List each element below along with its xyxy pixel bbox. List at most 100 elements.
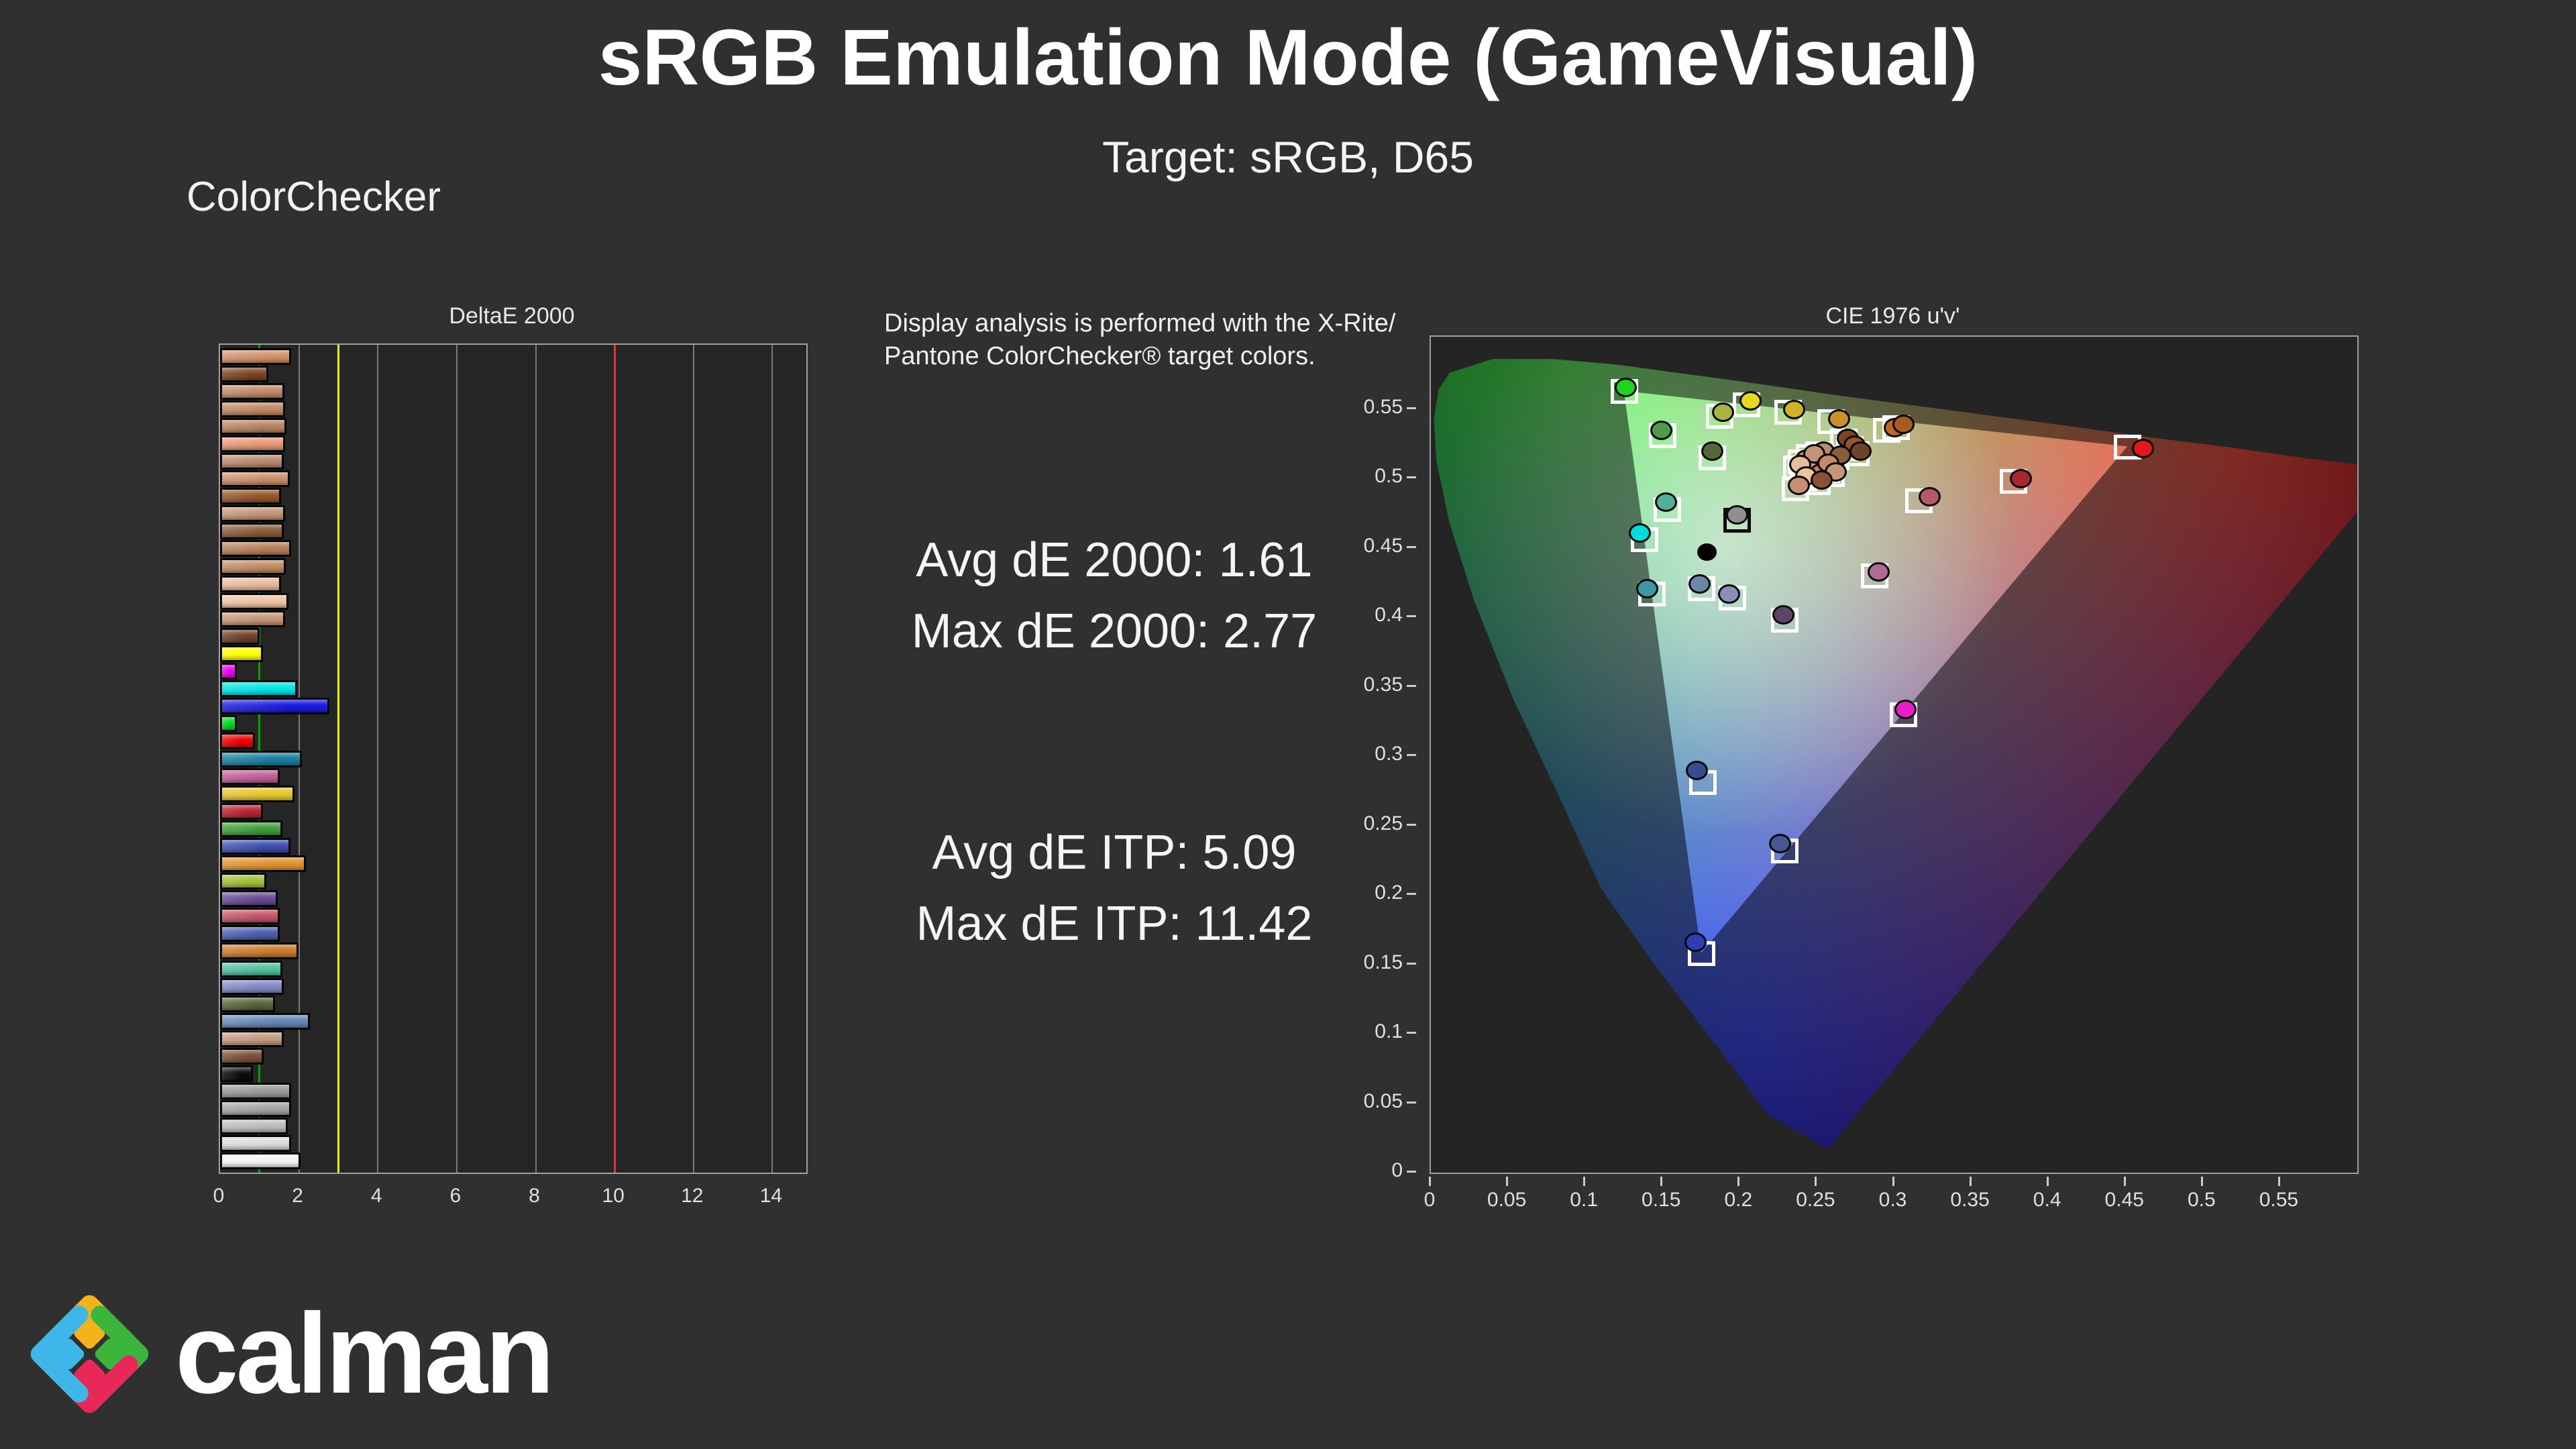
- de2000-bar: [220, 435, 286, 452]
- reference-line: [337, 345, 339, 1173]
- cie-measured-point: [1772, 604, 1794, 625]
- cie-y-tick-mark: [1407, 1032, 1416, 1034]
- de2000-bar: [220, 767, 280, 785]
- cie-y-tick-label: 0.3: [1375, 743, 1403, 765]
- de2000-bar: [220, 557, 286, 575]
- info-note-line2: Pantone ColorChecker® target colors.: [884, 342, 1316, 370]
- cie-y-tick-mark: [1407, 962, 1416, 965]
- cie-y-tick-label: 0.1: [1375, 1020, 1403, 1043]
- cie-measured-point: [1628, 523, 1651, 543]
- bar-x-tick-label: 2: [292, 1185, 303, 1207]
- cie-measured-point: [1712, 402, 1734, 422]
- cie-y-tick-label: 0.55: [1363, 395, 1403, 418]
- de2000-bar: [220, 698, 329, 715]
- cie-measured-point: [1894, 699, 1917, 719]
- cie-measured-point: [1701, 441, 1723, 461]
- cie-x-tick-mark: [2200, 1177, 2203, 1186]
- metric-avg-de2000: Avg dE 2000: 1.61: [916, 533, 1313, 587]
- cie-x-tick-mark: [1969, 1177, 1972, 1186]
- cie-chart-x-axis: 0 0.05 0.1 0.15 0.2 0.25 0.3 0.35 0.4 0.45 0.5 0.55: [1424, 1177, 2356, 1213]
- cie-x-tick-mark: [2277, 1177, 2280, 1186]
- de2000-bar: [220, 1118, 288, 1135]
- cie-x-tick-mark: [1583, 1177, 1586, 1186]
- cie-x-tick-label: 0.4: [2033, 1189, 2061, 1211]
- section-label: ColorChecker: [186, 174, 441, 220]
- cie-measured-point: [1718, 584, 1741, 604]
- cie-measured-point: [1892, 415, 1915, 435]
- cie-y-tick-mark: [1407, 823, 1416, 826]
- cie-measured-point: [1827, 409, 1850, 429]
- grid-line: [535, 345, 537, 1173]
- cie-y-tick-mark: [1407, 1101, 1416, 1104]
- calman-logo: calman: [24, 1287, 555, 1421]
- cie-measured-point: [1811, 470, 1833, 490]
- de2000-bar: [220, 592, 288, 610]
- cie-x-tick-label: 0.3: [1878, 1189, 1907, 1211]
- metrics-de2000: Avg dE 2000: 1.61 Max dE 2000: 2.77: [843, 525, 1386, 667]
- bar-chart-title: DeltaE 2000: [449, 303, 575, 329]
- cie-measured-point: [1615, 377, 1637, 397]
- cie-x-tick-label: 0.15: [1642, 1189, 1681, 1211]
- cie-chart-plot: [1430, 335, 2359, 1174]
- de2000-bar: [220, 663, 237, 680]
- cie-measured-point: [1725, 504, 1748, 525]
- cie-y-tick-label: 0: [1391, 1159, 1403, 1181]
- cie-y-tick-mark: [1407, 545, 1416, 548]
- metrics-deitp: Avg dE ITP: 5.09 Max dE ITP: 11.42: [843, 817, 1386, 959]
- de2000-bar: [220, 837, 290, 855]
- grid-line: [771, 345, 773, 1173]
- de2000-bar: [220, 575, 281, 592]
- de2000-bar: [220, 347, 292, 365]
- grid-line: [455, 345, 458, 1173]
- de2000-bar: [220, 1030, 284, 1047]
- cie-y-tick-label: 0.25: [1363, 812, 1403, 835]
- cie-measured-point: [1769, 834, 1792, 854]
- bar-chart-x-axis: 0 2 4 6 8 10 12 14: [213, 1179, 805, 1213]
- cie-y-tick-label: 0.4: [1375, 604, 1403, 627]
- cie-x-tick-mark: [1506, 1177, 1509, 1186]
- de2000-bar: [220, 785, 294, 802]
- de2000-bar: [220, 995, 275, 1012]
- cie-measured-point: [1849, 441, 1872, 461]
- cie-y-tick-mark: [1407, 615, 1416, 618]
- bar-x-tick-label: 12: [681, 1185, 704, 1207]
- cie-y-tick-label: 0.45: [1363, 534, 1403, 557]
- metric-max-deitp: Max dE ITP: 11.42: [916, 897, 1313, 951]
- cie-y-tick-label: 0.2: [1375, 881, 1403, 904]
- reference-line: [613, 345, 616, 1173]
- de2000-bar: [220, 1135, 292, 1152]
- cie-white-point: [1697, 543, 1717, 561]
- cie-x-tick-mark: [1429, 1177, 1431, 1186]
- de2000-bar: [220, 715, 237, 733]
- cie-y-tick-mark: [1407, 476, 1416, 479]
- de2000-bar: [220, 1012, 310, 1030]
- de2000-bar: [220, 855, 307, 872]
- cie-x-tick-label: 0.35: [1950, 1189, 1990, 1211]
- calman-logo-text: calman: [175, 1289, 555, 1417]
- cie-measured-point: [1636, 578, 1659, 598]
- cie-measured-point: [1919, 487, 1941, 507]
- page-title: sRGB Emulation Mode (GameVisual): [598, 13, 1978, 102]
- de2000-bar: [220, 540, 291, 557]
- de2000-bar: [220, 1047, 264, 1065]
- de2000-bar: [220, 943, 299, 960]
- info-note: Display analysis is performed with the X…: [884, 307, 1395, 373]
- calman-logo-icon: [30, 1295, 149, 1413]
- de2000-bar: [220, 908, 280, 925]
- de2000-bar: [220, 365, 268, 382]
- de2000-bar: [220, 802, 263, 820]
- cie-measured-point: [1684, 932, 1707, 953]
- page-subtitle: Target: sRGB, D65: [1102, 132, 1474, 182]
- cie-y-tick-mark: [1407, 407, 1416, 409]
- de2000-bar: [220, 750, 302, 767]
- cie-x-tick-label: 0.25: [1796, 1189, 1835, 1211]
- cie-x-tick-label: 0.5: [2187, 1189, 2216, 1211]
- de2000-bar: [220, 1100, 292, 1118]
- cie-measured-point: [1787, 476, 1810, 496]
- cie-measured-point: [1685, 760, 1708, 780]
- de2000-bar: [220, 417, 286, 435]
- cie-x-tick-mark: [1892, 1177, 1894, 1186]
- de2000-bar: [220, 873, 266, 890]
- cie-chart-y-axis: 0 0.05 0.1 0.15 0.2 0.25 0.3 0.35 0.4 0.45 0.5 0.55: [1309, 335, 1416, 1181]
- de2000-bar: [220, 733, 255, 750]
